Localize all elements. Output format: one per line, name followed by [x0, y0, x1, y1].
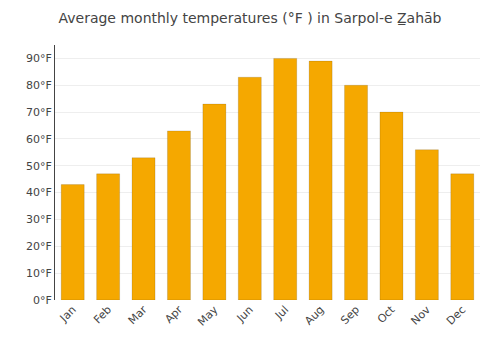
svg-text:Mar: Mar	[126, 303, 150, 327]
svg-text:Apr: Apr	[162, 303, 185, 326]
svg-text:40°F: 40°F	[26, 186, 52, 199]
svg-text:60°F: 60°F	[26, 133, 52, 146]
svg-text:0°F: 0°F	[33, 294, 52, 307]
svg-text:Oct: Oct	[375, 303, 398, 326]
svg-text:Average monthly temperatures (: Average monthly temperatures (°F ) in Sa…	[58, 10, 441, 26]
svg-text:Nov: Nov	[409, 303, 434, 328]
svg-text:50°F: 50°F	[26, 160, 52, 173]
svg-text:80°F: 80°F	[26, 79, 52, 92]
svg-text:30°F: 30°F	[26, 213, 52, 226]
svg-text:10°F: 10°F	[26, 267, 52, 280]
svg-text:Aug: Aug	[302, 303, 326, 327]
svg-text:90°F: 90°F	[26, 52, 52, 65]
svg-text:Feb: Feb	[91, 303, 114, 326]
svg-text:May: May	[195, 303, 221, 329]
svg-text:Jul: Jul	[272, 303, 291, 322]
svg-text:Jan: Jan	[57, 303, 79, 325]
svg-text:Dec: Dec	[444, 303, 468, 327]
svg-text:Sep: Sep	[338, 303, 362, 327]
svg-text:70°F: 70°F	[26, 106, 52, 119]
svg-text:Jun: Jun	[234, 303, 256, 325]
svg-text:20°F: 20°F	[26, 240, 52, 253]
